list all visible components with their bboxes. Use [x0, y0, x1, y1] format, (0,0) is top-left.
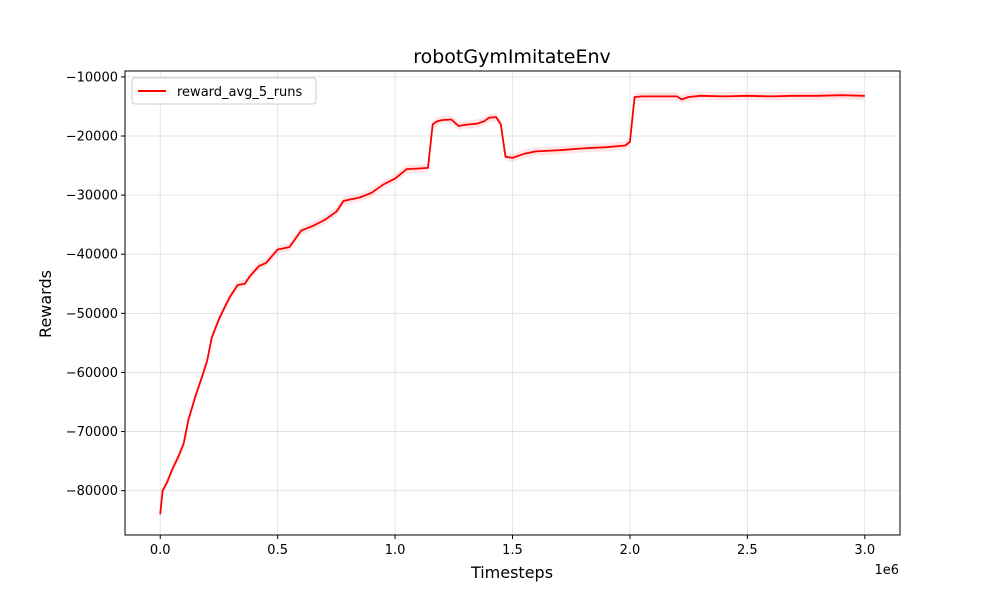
x-tick-label: 0.5: [267, 543, 288, 558]
legend-box: [131, 77, 317, 105]
x-tick-label: 2.0: [620, 543, 641, 558]
y-tick-label: −60000: [66, 366, 118, 381]
x-tick-label: 0.0: [150, 543, 171, 558]
y-tick-label: −50000: [66, 307, 118, 322]
y-tick-label: −80000: [66, 484, 118, 499]
x-tick-label: 1.5: [502, 543, 523, 558]
x-tick-label: 2.5: [737, 543, 758, 558]
y-tick-label: −30000: [66, 189, 118, 204]
legend-label: reward_avg_5_runs: [177, 85, 303, 100]
x-offset-label: 1e6: [874, 563, 899, 578]
y-tick-label: −10000: [66, 70, 118, 85]
y-tick-label: −70000: [66, 425, 118, 440]
x-tick-label: 1.0: [385, 543, 406, 558]
series-layer: [159, 94, 865, 515]
y-tick-label: −20000: [66, 130, 118, 145]
grid-layer: [125, 71, 900, 535]
y-ticks: −80000 −70000 −60000 −50000 −40000 −30000 −200…: [66, 70, 125, 499]
x-ticks: 0.0 0.5 1.0 1.5 2.0 2.5 3.0: [150, 535, 875, 558]
y-axis-label: Rewards: [36, 270, 55, 338]
chart-title: robotGymImitateEnv: [413, 46, 611, 68]
series-line: [159, 94, 865, 515]
x-tick-label: 3.0: [854, 543, 875, 558]
x-axis-label: Timesteps: [470, 563, 553, 582]
legend: reward_avg_5_runs: [131, 77, 317, 105]
y-tick-label: −40000: [66, 248, 118, 263]
